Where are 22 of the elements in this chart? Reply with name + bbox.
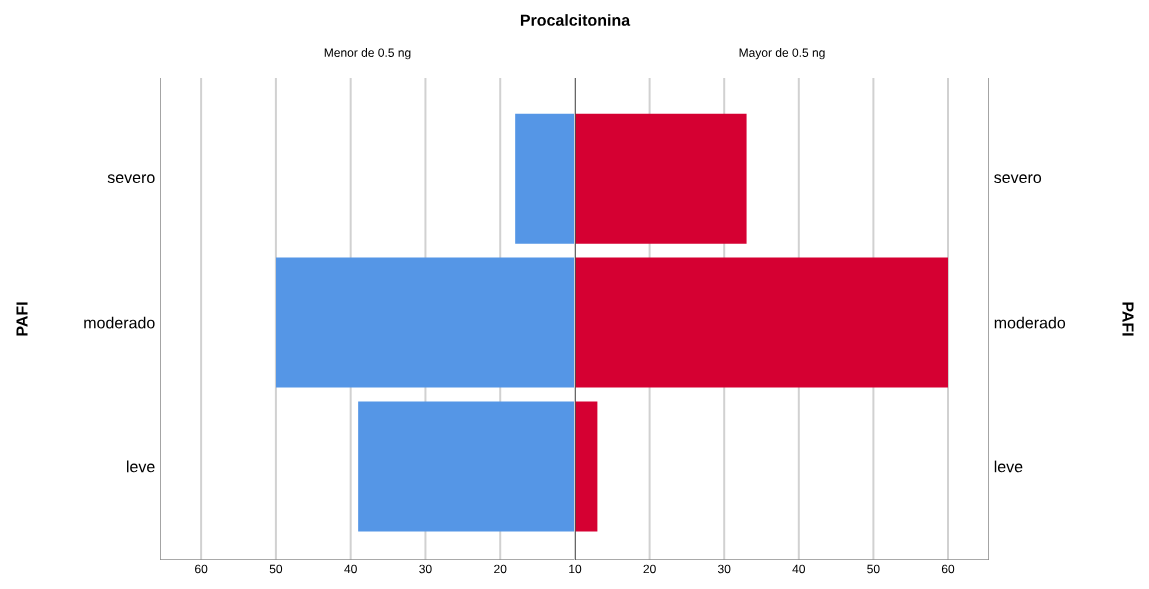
y-tick-label: severo bbox=[107, 174, 155, 184]
chart-subtitle: Menor de 0.5 ng bbox=[324, 48, 411, 60]
chart-subtitle: Mayor de 0.5 ng bbox=[739, 48, 825, 60]
y-axis-title: PAFI bbox=[16, 302, 28, 336]
x-tick-label: 60 bbox=[195, 564, 208, 574]
chart-title: Procalcitonina bbox=[520, 14, 631, 26]
x-tick-label: 40 bbox=[344, 564, 357, 574]
x-tick-label: 50 bbox=[867, 564, 880, 574]
y-tick-label: leve bbox=[994, 460, 1023, 473]
y-tick-label: moderado bbox=[84, 316, 155, 329]
y-tick-label: moderado bbox=[994, 316, 1066, 329]
x-tick-label: 20 bbox=[494, 564, 507, 574]
x-tick-label: 10 bbox=[569, 564, 582, 574]
y-axis-title: PAFI bbox=[1122, 302, 1134, 336]
x-tick-label: 20 bbox=[643, 564, 656, 574]
x-tick-label: 30 bbox=[419, 564, 432, 574]
y-tick-label: leve bbox=[127, 460, 155, 473]
x-tick-label: 40 bbox=[792, 564, 805, 574]
x-tick-label: 60 bbox=[941, 564, 955, 574]
x-tick-label: 50 bbox=[269, 564, 283, 574]
x-tick-label: 30 bbox=[717, 564, 731, 574]
y-tick-label: severo bbox=[994, 174, 1042, 184]
